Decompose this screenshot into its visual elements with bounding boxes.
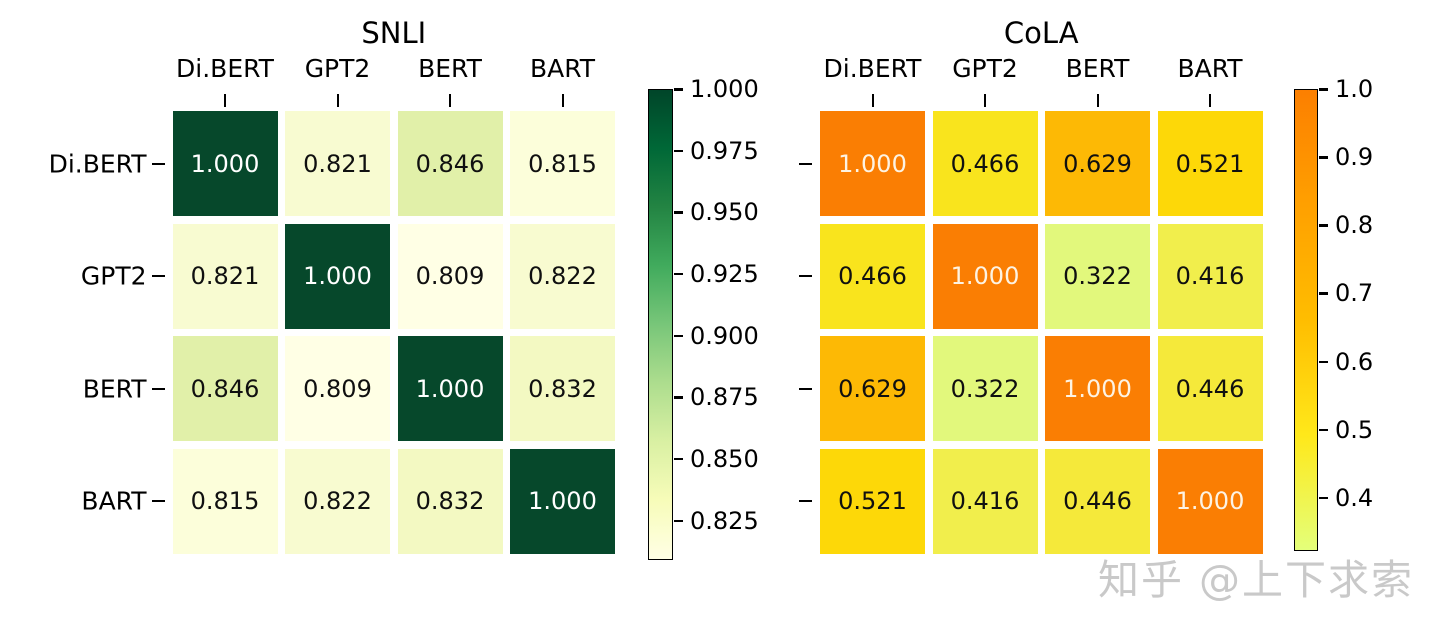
colorbar-tick-label: 0.8: [1335, 211, 1374, 240]
colorbar-tick-label: 0.850: [690, 444, 759, 473]
heatmap-cell: 1.000: [1045, 336, 1150, 441]
colorbar: [1294, 89, 1318, 551]
colorbar-tick-mark: [674, 334, 683, 338]
column-label: BART: [1177, 54, 1243, 83]
heatmap-cell: 1.000: [820, 111, 925, 216]
heatmap-cell: 1.000: [397, 336, 503, 441]
row-tick-mark: [799, 275, 812, 277]
column-tick-mark: [224, 94, 226, 107]
column-label: Di.BERT: [176, 54, 274, 83]
colorbar-tick-label: 0.7: [1335, 279, 1374, 308]
heatmap-cell: 0.846: [172, 336, 278, 441]
row-tick-mark: [151, 387, 165, 390]
heatmap-cell: 0.822: [510, 223, 615, 329]
column-tick-mark: [449, 94, 451, 107]
colorbar-tick-mark: [674, 88, 683, 91]
colorbar-tick-mark: [674, 149, 683, 153]
heatmap-cell: 0.846: [397, 111, 503, 216]
heatmap-cell: 0.322: [932, 336, 1038, 441]
colorbar-tick-mark: [1319, 496, 1328, 500]
heatmap-cell: 1.000: [1157, 448, 1263, 554]
heatmap-cell: 0.629: [1045, 111, 1150, 216]
heatmap-cell: 0.521: [820, 448, 925, 554]
heatmap-cell: 0.466: [932, 111, 1038, 216]
colorbar-tick-label: 1.000: [690, 75, 759, 103]
colorbar-tick-label: 0.6: [1335, 347, 1374, 376]
heatmap-cell: 0.815: [172, 448, 278, 554]
chart-title: SNLI: [361, 16, 427, 50]
column-tick-mark: [561, 94, 564, 107]
heatmap-cell: 0.821: [172, 223, 278, 329]
row-label: Di.BERT: [48, 149, 147, 178]
heatmap-cell: 0.446: [1045, 448, 1150, 554]
row-tick-mark: [799, 500, 812, 502]
column-tick-mark: [336, 94, 339, 107]
heatmap-cell: 0.322: [1045, 223, 1150, 329]
heatmap-cell: 0.809: [397, 223, 503, 329]
heatmap-cell: 0.815: [510, 111, 615, 216]
colorbar-tick-label: 0.975: [690, 136, 759, 165]
colorbar-tick-label: 0.9: [1335, 143, 1374, 172]
colorbar-tick-mark: [1319, 292, 1328, 295]
chart-title: CoLA: [1003, 16, 1079, 50]
heatmap-cell: 0.521: [1157, 111, 1263, 216]
column-label: Di.BERT: [823, 54, 922, 83]
row-label: GPT2: [80, 261, 147, 291]
colorbar-tick-label: 0.875: [690, 383, 759, 412]
colorbar-tick-label: 1.0: [1335, 75, 1374, 103]
colorbar-tick-mark: [1319, 156, 1328, 159]
column-label: BERT: [418, 54, 482, 83]
column-tick-mark: [1209, 94, 1211, 107]
column-label: GPT2: [304, 54, 371, 83]
colorbar-tick-mark: [674, 396, 683, 399]
column-label: BERT: [1065, 54, 1130, 83]
heatmap-cell: 0.832: [510, 336, 615, 441]
colorbar-tick-mark: [1319, 428, 1328, 432]
heatmap-cell: 0.822: [285, 448, 390, 554]
colorbar-tick-label: 0.5: [1335, 415, 1374, 444]
heatmap-cell: 1.000: [172, 111, 278, 216]
colorbar-tick-label: 0.925: [690, 259, 759, 288]
heatmap-cell: 0.809: [285, 336, 390, 441]
colorbar-tick-label: 0.950: [690, 198, 759, 227]
column-tick-mark: [1096, 94, 1099, 107]
colorbar-tick-label: 0.900: [690, 321, 759, 350]
heatmap-cell: 0.416: [932, 448, 1038, 554]
colorbar-tick-mark: [1319, 224, 1328, 227]
row-tick-mark: [151, 500, 165, 502]
row-tick-mark: [799, 387, 812, 390]
heatmap-cell: 0.416: [1157, 223, 1263, 329]
column-tick-mark: [871, 94, 874, 107]
row-tick-mark: [151, 275, 165, 277]
colorbar-tick-mark: [1319, 88, 1328, 91]
heatmap-cell: 0.629: [820, 336, 925, 441]
colorbar-tick-mark: [1319, 360, 1328, 364]
colorbar-tick-mark: [674, 519, 683, 523]
colorbar-tick-mark: [674, 272, 683, 276]
heatmap-cell: 0.821: [285, 111, 390, 216]
heatmap-cell: 1.000: [932, 223, 1038, 329]
colorbar-tick-mark: [674, 211, 683, 214]
heatmap-cell: 0.466: [820, 223, 925, 329]
colorbar: [648, 89, 673, 560]
row-label: BART: [81, 486, 147, 516]
row-tick-mark: [799, 162, 812, 165]
row-label: BERT: [82, 374, 147, 403]
colorbar-tick-mark: [674, 457, 683, 461]
colorbar-tick-label: 0.4: [1335, 483, 1374, 512]
heatmap-cell: 0.446: [1157, 336, 1263, 441]
column-label: GPT2: [952, 54, 1018, 83]
column-label: BART: [529, 54, 596, 83]
row-tick-mark: [151, 162, 165, 165]
heatmap-cell: 1.000: [510, 448, 615, 554]
colorbar-tick-label: 0.825: [690, 506, 759, 535]
heatmap-cell: 0.832: [397, 448, 503, 554]
watermark-text: 知乎 @上下求索: [1097, 556, 1414, 604]
heatmap-cell: 1.000: [285, 223, 390, 329]
column-tick-mark: [984, 94, 986, 107]
